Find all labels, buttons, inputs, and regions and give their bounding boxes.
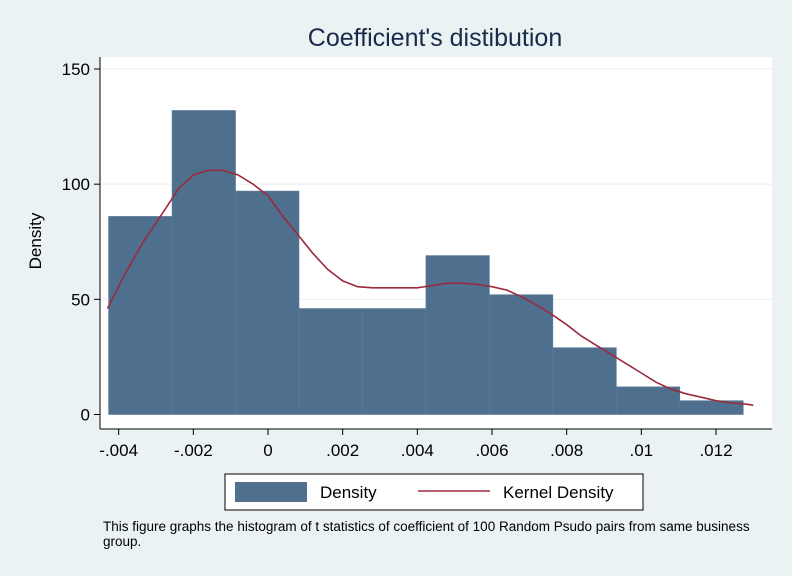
histogram-bars	[108, 110, 744, 415]
histogram-bar-5	[425, 255, 490, 415]
x-tick-label-7: .01	[630, 441, 654, 460]
x-tick-label-0: -.004	[99, 441, 138, 460]
legend-label-kernel: Kernel Density	[503, 483, 614, 502]
histogram-bar-7	[552, 347, 617, 415]
x-tick-label-6: .008	[550, 441, 583, 460]
y-axis-label: Density	[26, 212, 45, 269]
x-tick-label-5: .006	[475, 441, 508, 460]
x-tick-label-8: .012	[699, 441, 732, 460]
histogram-bar-2	[235, 190, 300, 415]
y-tick-label-0: 0	[81, 406, 90, 425]
x-tick-label-4: .004	[401, 441, 434, 460]
y-tick-label-2: 100	[62, 175, 90, 194]
x-tick-label-3: .002	[326, 441, 359, 460]
histogram-bar-9	[679, 400, 744, 415]
y-tick-label-1: 50	[71, 290, 90, 309]
legend-label-density: Density	[320, 483, 377, 502]
figure-note: This figure graphs the histogram of t st…	[103, 519, 750, 549]
legend: Density Kernel Density	[224, 473, 644, 511]
axes: 0 50 100 150 -.004 -.002 0 .002 .004 .006 .008 .01.…	[62, 57, 772, 460]
y-tick-label-3: 150	[62, 60, 90, 79]
x-tick-label-2: 0	[263, 441, 272, 460]
histogram-bar-8	[616, 386, 681, 415]
histogram-bar-6	[489, 294, 554, 415]
histogram-bar-4	[362, 308, 427, 415]
x-tick-label-1: -.002	[174, 441, 213, 460]
histogram-bar-3	[298, 308, 363, 415]
chart-title: Coefficient's distibution	[308, 24, 562, 52]
kernel-density-line	[106, 169, 754, 407]
legend-swatch-density	[235, 482, 307, 502]
histogram-bar-1	[171, 110, 236, 415]
